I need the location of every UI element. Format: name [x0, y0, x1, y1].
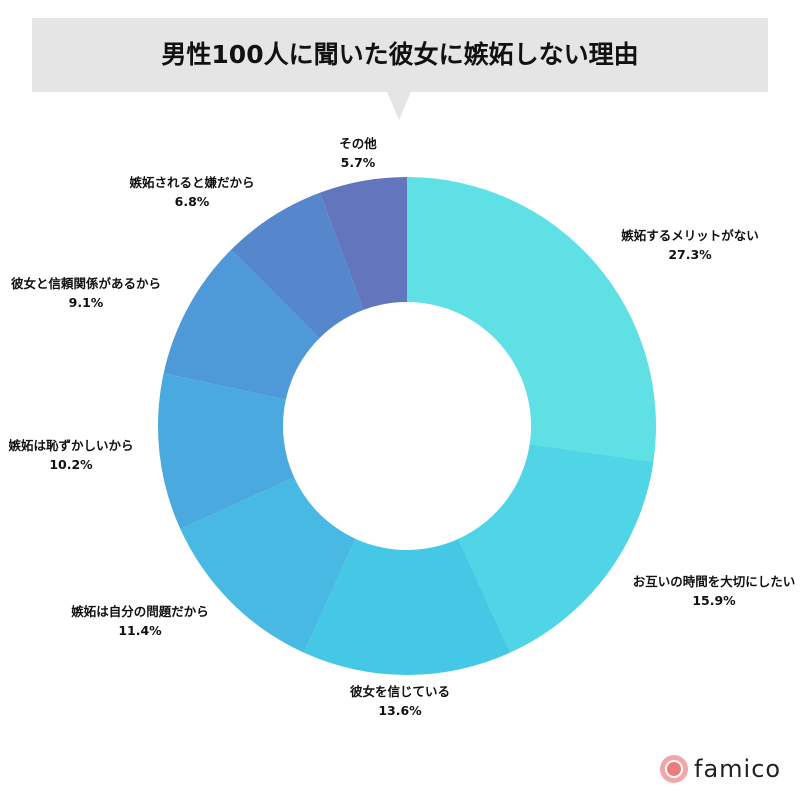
famico-logo-icon	[660, 755, 688, 783]
title-pointer	[387, 92, 411, 120]
slice-trust-girlfriend	[303, 538, 511, 675]
famico-logo: famico	[660, 752, 781, 786]
slice-label-dislike-being-envied: 嫉妬されると嫌だから	[129, 175, 254, 190]
slice-value-value-time: 15.9%	[692, 593, 736, 608]
slice-value-own-problem: 11.4%	[118, 623, 162, 638]
slice-label-own-problem: 嫉妬は自分の問題だから	[71, 604, 209, 619]
slice-own-problem	[180, 477, 356, 653]
slice-embarrassing	[158, 373, 295, 530]
title-banner: 男性100人に聞いた彼女に嫉妬しない理由	[32, 18, 768, 92]
slice-label-embarrassing: 嫉妬は恥ずかしいから	[8, 438, 133, 453]
slice-other	[319, 177, 407, 310]
slice-label-other: その他	[339, 136, 377, 151]
slice-no-merit	[407, 177, 657, 462]
logo-text: famico	[694, 755, 782, 783]
slice-value-other: 5.7%	[341, 155, 376, 170]
slice-dislike-being-envied	[230, 192, 364, 339]
slice-label-value-time: お互いの時間を大切にしたい	[633, 574, 796, 589]
slice-value-trust-girlfriend: 13.6%	[378, 703, 422, 718]
slice-label-no-merit: 嫉妬するメリットがない	[621, 228, 759, 243]
chart-title: 男性100人に聞いた彼女に嫉妬しない理由	[161, 40, 639, 69]
slice-value-relationship-trust: 9.1%	[69, 295, 104, 310]
slice-relationship-trust	[163, 249, 320, 400]
slice-value-no-merit: 27.3%	[668, 247, 712, 262]
slice-label-relationship-trust: 彼女と信頼関係があるから	[11, 276, 161, 291]
slice-label-trust-girlfriend: 彼女を信じている	[350, 684, 450, 699]
slice-value-time	[458, 443, 654, 653]
slice-value-embarrassing: 10.2%	[49, 457, 93, 472]
slice-value-dislike-being-envied: 6.8%	[175, 194, 210, 209]
